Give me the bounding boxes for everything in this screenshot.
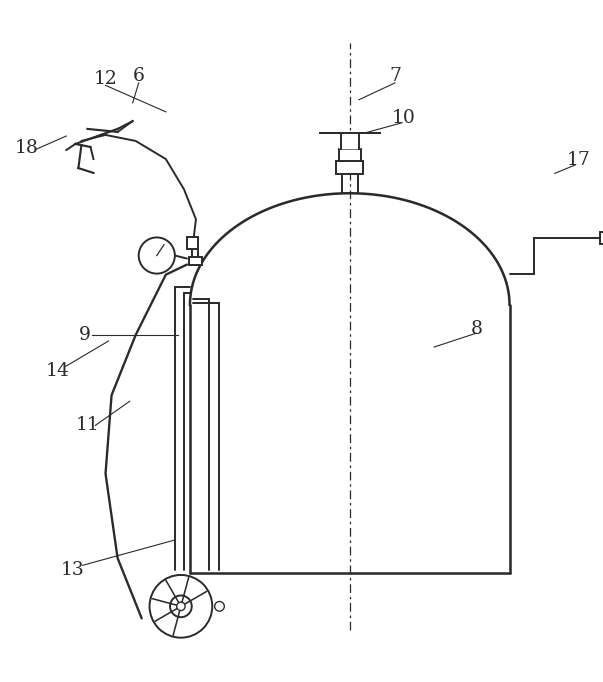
Circle shape	[170, 595, 192, 617]
Circle shape	[215, 602, 224, 611]
Text: 9: 9	[78, 326, 90, 344]
Text: 17: 17	[567, 151, 591, 169]
Bar	[600, 232, 603, 244]
Bar	[189, 257, 202, 265]
Text: 7: 7	[389, 67, 401, 85]
Bar	[187, 237, 198, 250]
Bar	[336, 161, 363, 174]
Text: 6: 6	[133, 67, 145, 85]
Text: 10: 10	[392, 109, 416, 127]
Text: 8: 8	[470, 320, 482, 338]
Bar	[339, 149, 361, 161]
Text: 14: 14	[45, 362, 69, 380]
Text: 13: 13	[60, 561, 84, 579]
Text: 11: 11	[75, 417, 99, 434]
Circle shape	[139, 237, 175, 273]
Circle shape	[177, 602, 185, 610]
Polygon shape	[320, 133, 380, 149]
Text: 12: 12	[93, 70, 118, 88]
Circle shape	[150, 575, 212, 638]
Text: 18: 18	[15, 139, 39, 157]
